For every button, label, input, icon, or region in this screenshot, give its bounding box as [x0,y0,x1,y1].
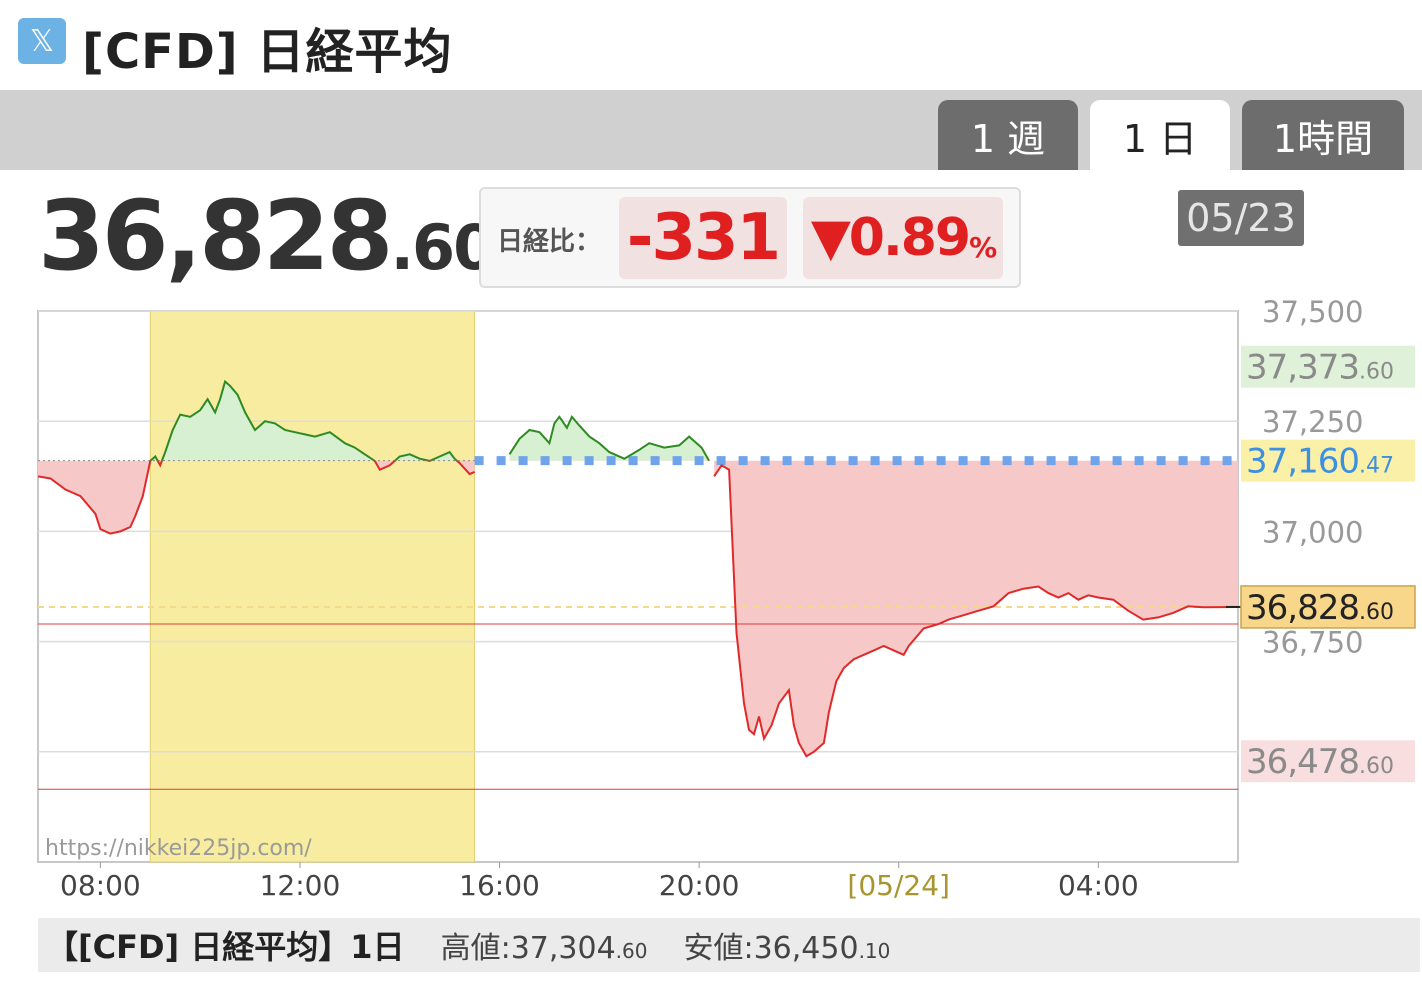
date-badge: 05/23 [1178,190,1304,246]
baseline-tag-text: 37,160.47 [1246,442,1394,482]
high-dec: .60 [615,939,648,963]
watermark: https://nikkei225jp.com/ [45,836,312,861]
low-stat: 安値:36,450.10 [683,923,890,967]
page-title: [CFD] 日経平均 [82,24,453,80]
tab-1-day[interactable]: 1 日 [1090,100,1230,170]
session-highlight [149,310,476,863]
percent-sign: % [969,230,997,264]
low-level-tag-int: 36,478 [1246,742,1359,782]
low-level-tag-text: 36,478.60 [1246,742,1394,782]
price-decimal: .60 [390,211,496,284]
baseline-tag: 37,160.47 [1241,439,1415,482]
area-below-afternoon [509,460,710,461]
low-level-tag: 36,478.60 [1241,740,1415,783]
price-line-up-morning [149,379,459,461]
low-level-tag-bg [1241,740,1415,783]
y-tick-label: 37,250 [1262,405,1363,439]
y-tick-label: 37,000 [1262,515,1363,549]
price-integer: 36,828 [38,180,393,292]
low-level-tag-dec: .60 [1359,754,1394,779]
high-level-tag: 37,373.60 [1241,345,1415,388]
tab-1-week[interactable]: 1 週 [938,100,1078,170]
price-line-down-morning [38,460,476,535]
current-price-tag-bg [1240,585,1416,629]
area-below-night [714,460,1238,757]
x-icon-glyph: 𝕏 [29,23,55,59]
x-tick-label: 20:00 [659,869,740,902]
change-diff: -331 [619,197,787,279]
x-icon[interactable]: 𝕏 [18,18,66,64]
high-int: 37,304 [510,931,616,966]
change-percent: ▼0.89% [803,197,1003,279]
x-tick-label: 12:00 [260,869,341,902]
baseline-tag-dec: .47 [1359,454,1394,479]
high-level-tag-bg [1241,345,1415,388]
change-label: 日経比： [497,227,602,257]
price-line-down-night [713,463,1238,758]
current-price-tag-dec: .60 [1359,600,1394,625]
y-tick-label: 36,750 [1262,626,1363,660]
low-int: 36,450 [753,931,859,966]
area-above-morning [150,381,457,461]
high-stat: 高値:37,304.60 [441,923,648,967]
current-price-tag-text: 36,828.60 [1246,588,1394,628]
footer-title: 【[CFD] 日経平均】1日 [46,928,405,966]
tab-bar: 1 週 1 日 1時間 [0,90,1422,170]
x-tick-label: 16:00 [459,869,540,902]
change-percent-value: ▼0.89 [810,208,971,268]
area-above-afternoon [509,416,709,461]
x-tick-label: 08:00 [60,869,141,902]
footer-summary: 【[CFD] 日経平均】1日 高値:37,304.60 安値:36,450.10 [38,918,1420,972]
price-chart: 08:00 12:00 16:00 20:00 [05/24] 04:00 37,500 37… [37,295,1416,902]
high-level-tag-text: 37,373.60 [1246,348,1394,388]
current-price-tag: 36,828.60 [1240,585,1416,629]
low-label: 安値: [683,931,754,966]
high-level-tag-dec: .60 [1359,360,1394,385]
price-line-up-afternoon [508,414,710,461]
low-dec: .10 [858,939,891,963]
x-tick-label: 04:00 [1058,869,1139,902]
area-below-morning [38,460,475,534]
change-box: 日経比： -331 ▼0.89% [479,187,1021,288]
current-price-tag-int: 36,828 [1246,588,1359,628]
current-price: 36,828.60 [38,180,496,292]
high-label: 高値: [440,931,511,966]
y-tick-label: 37,500 [1262,295,1363,329]
high-level-tag-int: 37,373 [1246,348,1359,388]
baseline-tag-bg [1241,439,1415,482]
x-tick-label: [05/24] [847,869,950,902]
tab-1-hour[interactable]: 1時間 [1242,100,1404,170]
header: 𝕏 [CFD] 日経平均 [0,0,1422,90]
baseline-tag-int: 37,160 [1246,442,1359,482]
